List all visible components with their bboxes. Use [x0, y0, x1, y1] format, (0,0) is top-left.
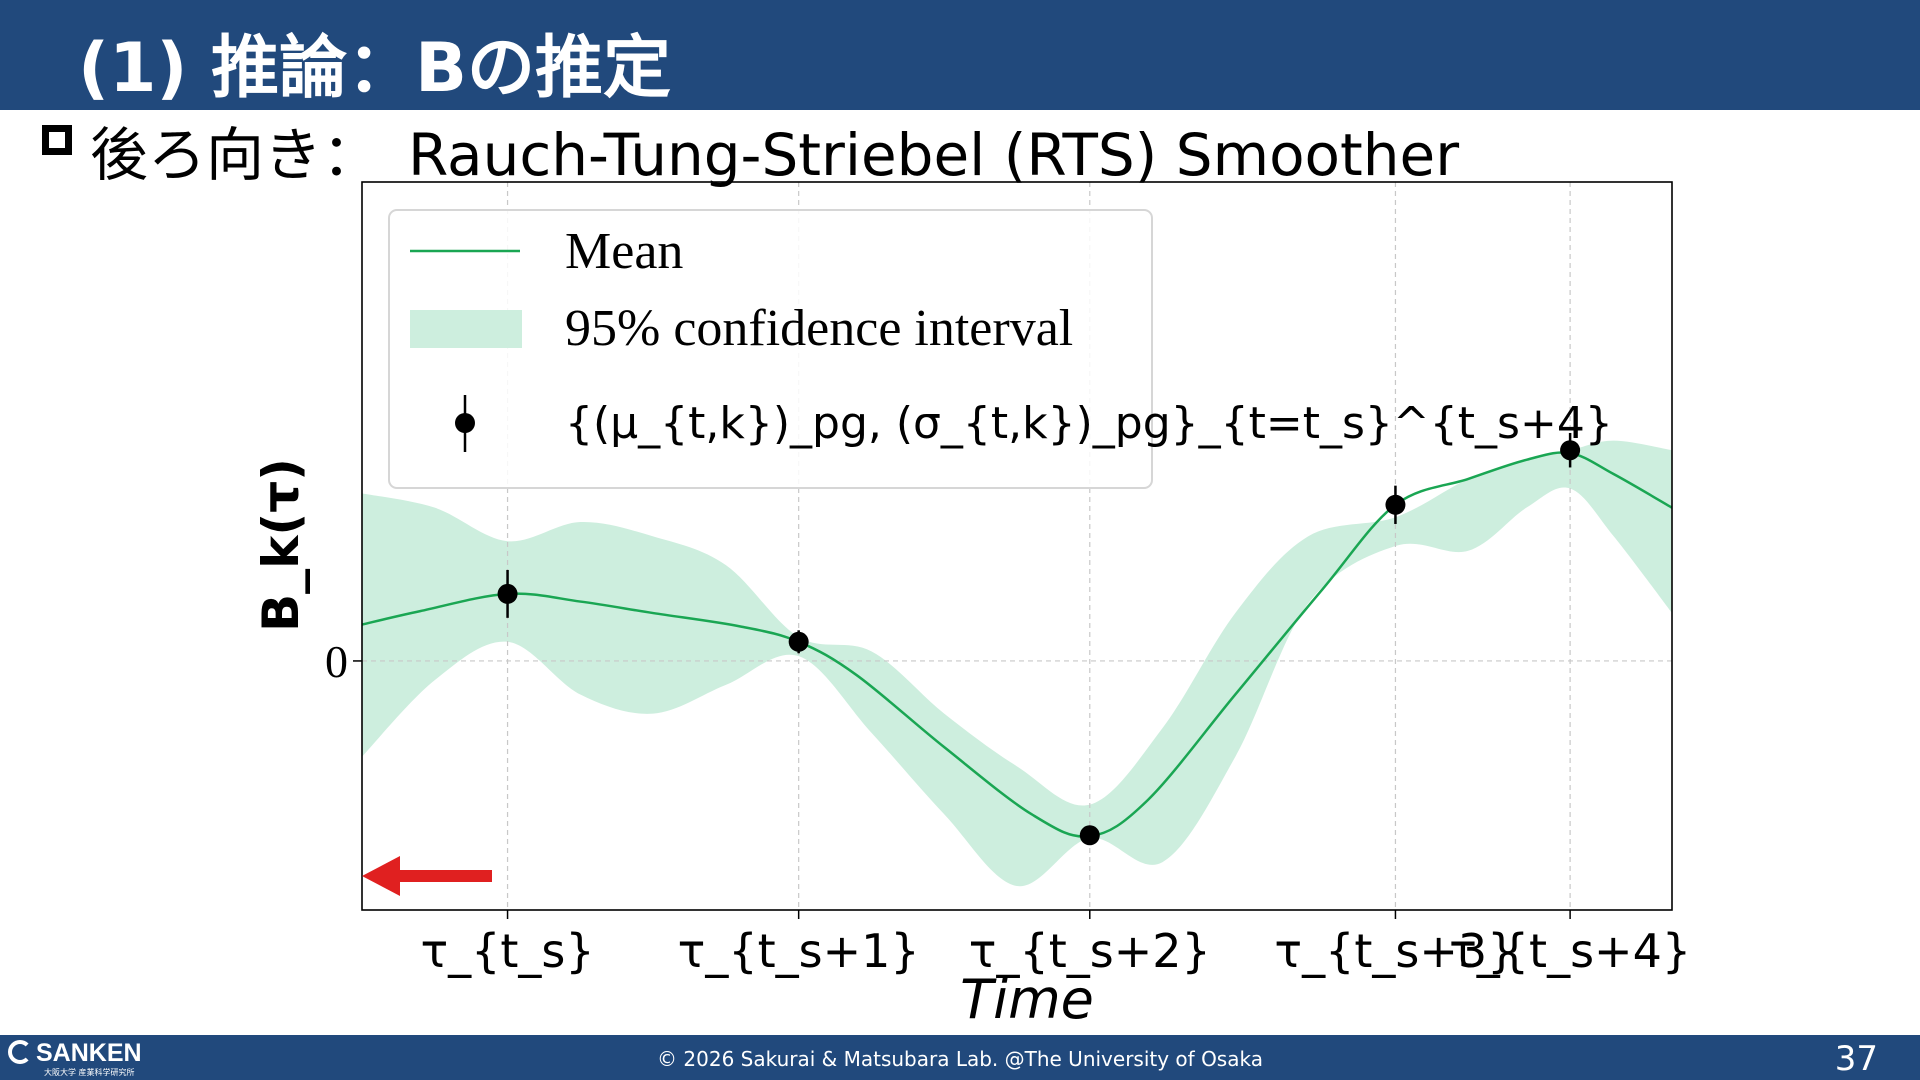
legend-box — [388, 209, 1153, 489]
legend-point-swatch — [455, 413, 475, 433]
copyright-text: © 2026 Sakurai & Matsubara Lab. @The Uni… — [657, 1047, 1263, 1071]
y-axis-label: B_k(τ) — [252, 458, 310, 632]
data-point — [1385, 494, 1406, 515]
sanken-logo: SANKEN — [8, 1039, 142, 1068]
bullet-square-icon — [42, 125, 72, 155]
backward-arrow-icon — [362, 856, 400, 896]
plot-frame — [361, 181, 1673, 911]
rts-smoother-chart: τ_{t_s} τ_{t_s+1} τ_{t_s+2} τ_{t_s+3}τ_{t_s… — [252, 181, 1691, 1030]
slide-subtitle: 後ろ向き： Rauch-Tung-Striebel (RTS) Smoother — [90, 108, 1459, 192]
mean-line — [361, 451, 1673, 838]
data-point — [788, 631, 809, 652]
slide-title: (1) 推論：Bの推定 — [78, 29, 671, 108]
data-point — [1079, 825, 1100, 846]
legend-label: Mean — [565, 223, 683, 280]
x-tick-label: τ_{t_s+4} — [1449, 924, 1691, 978]
sanken-logo-icon — [8, 1040, 32, 1064]
legend-band-swatch — [410, 310, 522, 348]
y-tick-label: 0 — [325, 636, 348, 687]
legend: Mean 95% confidence interval {(μ_{t,k})_pg… — [388, 209, 1613, 489]
legend-label: {(μ_{t,k})_pg, (σ_{t,k})_pg}_{t=t_s}^{t_… — [565, 398, 1613, 449]
x-tick-label: τ_{t_s+2} — [969, 924, 1211, 978]
x-tick-label: τ_{t_s} — [420, 924, 594, 978]
data-point — [497, 583, 518, 604]
subtitle-en: Rauch-Tung-Striebel (RTS) Smoother — [408, 121, 1460, 189]
logo-text: SANKEN — [36, 1039, 142, 1067]
slide-header: (1) 推論：Bの推定 — [0, 0, 1920, 110]
logo-subtext: 大阪大学 産業科学研究所 — [44, 1068, 135, 1077]
slide-footer: SANKEN 大阪大学 産業科学研究所 © 2026 Sakurai & Mat… — [0, 1035, 1920, 1080]
data-point — [1560, 440, 1581, 461]
x-tick-label: τ_{t_s+3} — [1274, 924, 1516, 978]
subtitle-jp: 後ろ向き： — [90, 121, 381, 189]
page-number: 37 — [1834, 1039, 1878, 1079]
x-axis-label: Time — [960, 968, 1094, 1030]
legend-label: 95% confidence interval — [565, 300, 1073, 357]
confidence-band — [362, 440, 1672, 887]
x-tick-label: τ_{t_s+1} — [678, 924, 920, 978]
